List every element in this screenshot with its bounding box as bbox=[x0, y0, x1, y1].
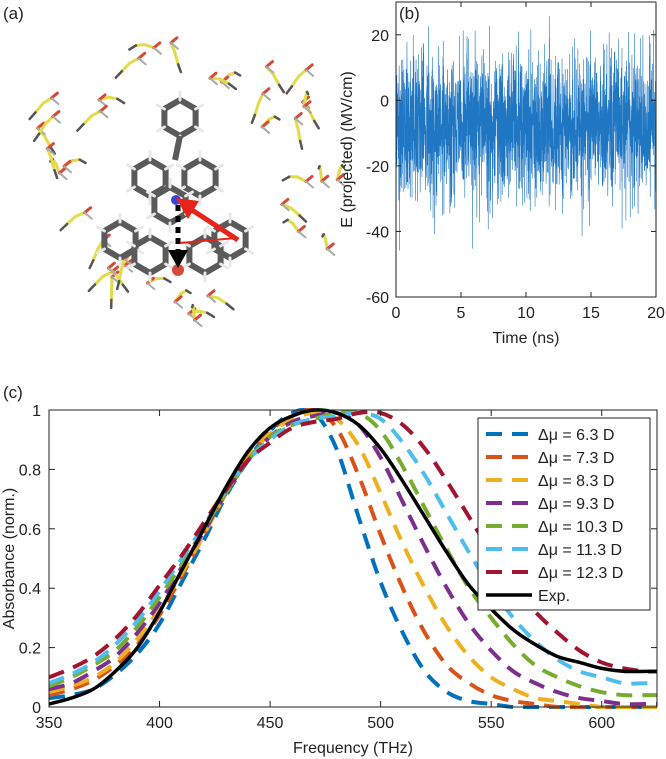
aromatic-ring bbox=[145, 177, 195, 233]
aromatic-ring bbox=[180, 227, 230, 283]
y-tick-label: -60 bbox=[366, 290, 389, 307]
aromatic-ring bbox=[95, 212, 145, 268]
legend-box bbox=[477, 417, 651, 611]
x-tick-label: 600 bbox=[588, 715, 615, 732]
y-tick-label: -20 bbox=[366, 159, 389, 176]
x-tick-label: 500 bbox=[367, 715, 394, 732]
series-line-dmu-2 bbox=[49, 410, 657, 709]
series-line-dmu-4 bbox=[49, 409, 657, 698]
solvent-molecule bbox=[190, 303, 203, 328]
legend-label: Δμ = 9.3 D bbox=[538, 496, 614, 513]
solvent-molecule bbox=[76, 104, 109, 132]
solvent-molecule bbox=[317, 164, 330, 189]
solvent-molecule bbox=[173, 288, 192, 309]
solvent-molecule bbox=[281, 174, 315, 189]
bond bbox=[172, 135, 183, 161]
aromatic-ring bbox=[175, 150, 225, 206]
solvent-molecule bbox=[28, 91, 60, 121]
panel-label-a: (a) bbox=[3, 4, 24, 23]
solvent-molecule bbox=[264, 60, 285, 94]
solvent-molecule bbox=[302, 90, 312, 114]
solvent-molecule bbox=[114, 51, 147, 79]
x-tick-label: 10 bbox=[517, 305, 535, 322]
aromatic-ring bbox=[205, 212, 255, 268]
x-axis-title: Time (ns) bbox=[493, 330, 560, 347]
y-axis-title: Absorbance (norm.) bbox=[1, 488, 18, 629]
y-tick-label: -40 bbox=[366, 224, 389, 241]
x-tick-label: 350 bbox=[36, 715, 63, 732]
y-tick-label: 0.4 bbox=[19, 581, 41, 598]
y-tick-label: 20 bbox=[371, 28, 389, 45]
solvent-molecule bbox=[128, 41, 162, 55]
aromatic-ring bbox=[125, 150, 175, 206]
y-tick-label: 1 bbox=[32, 403, 41, 420]
dipole-black-arrowhead bbox=[168, 250, 188, 268]
solvent-molecule bbox=[285, 63, 315, 95]
series-line-e-projected bbox=[396, 16, 656, 251]
x-tick-label: 20 bbox=[647, 305, 665, 322]
y-axis-title: E (projected) (MV/cm) bbox=[339, 71, 356, 227]
legend: Δμ = 6.3 D Δμ = 7.3 D Δμ = 8.3 D Δμ = 9.3 D… bbox=[477, 417, 651, 611]
aromatic-ring bbox=[125, 227, 175, 283]
solvent-molecule bbox=[335, 163, 346, 187]
solvent-molecule bbox=[206, 289, 235, 311]
legend-label: Δμ = 12.3 D bbox=[538, 565, 623, 582]
x-tick-label: 550 bbox=[478, 715, 505, 732]
plot-frame-c bbox=[48, 409, 658, 708]
x-tick-label: 0 bbox=[392, 305, 401, 322]
x-tick-label: 450 bbox=[257, 715, 284, 732]
legend-label: Exp. bbox=[538, 588, 570, 605]
panel-label-b: (b) bbox=[399, 4, 420, 23]
x-tick-label: 5 bbox=[457, 305, 466, 322]
solvent-molecule bbox=[59, 206, 93, 232]
series-line-exp bbox=[49, 408, 657, 706]
legend-label: Δμ = 8.3 D bbox=[538, 473, 614, 490]
nitrogen-atom bbox=[171, 195, 181, 205]
solvent-molecule bbox=[250, 87, 271, 124]
y-tick-label: 0.6 bbox=[19, 522, 41, 539]
solvent-molecule bbox=[62, 158, 87, 174]
solvent-molecule bbox=[32, 110, 61, 143]
series-line-dmu-6 bbox=[49, 409, 657, 680]
solvent-molecule bbox=[293, 112, 304, 151]
y-tick-label: 0 bbox=[32, 700, 41, 717]
solvent-molecule bbox=[169, 36, 183, 74]
solvent-molecule bbox=[280, 197, 308, 223]
panel-label-c: (c) bbox=[3, 383, 23, 402]
y-tick-label: 0.2 bbox=[19, 641, 41, 658]
x-tick-label: 400 bbox=[146, 715, 173, 732]
dipole-red-line bbox=[179, 237, 237, 244]
solvent-molecule bbox=[97, 93, 126, 107]
solvent-molecule bbox=[321, 232, 336, 256]
oxygen-atom bbox=[172, 264, 184, 276]
x-axis-title: Frequency (THz) bbox=[293, 740, 413, 757]
dipole-red-arrow bbox=[190, 207, 240, 243]
x-tick-label: 15 bbox=[582, 305, 600, 322]
legend-label: Δμ = 11.3 D bbox=[538, 542, 622, 559]
y-tick-label: 0 bbox=[380, 93, 389, 110]
legend-label: Δμ = 10.3 D bbox=[538, 519, 623, 536]
y-tick-label: 0.8 bbox=[19, 462, 41, 479]
solvent-molecule bbox=[208, 71, 238, 91]
legend-label: Δμ = 6.3 D bbox=[538, 427, 614, 444]
solvent-molecule bbox=[45, 142, 59, 180]
solvent-molecule bbox=[145, 276, 172, 291]
solvent-molecule bbox=[282, 218, 307, 239]
dipole-red-arrowhead bbox=[176, 198, 199, 219]
legend-label: Δμ = 7.3 D bbox=[538, 450, 614, 467]
solvent-molecule bbox=[260, 115, 281, 134]
